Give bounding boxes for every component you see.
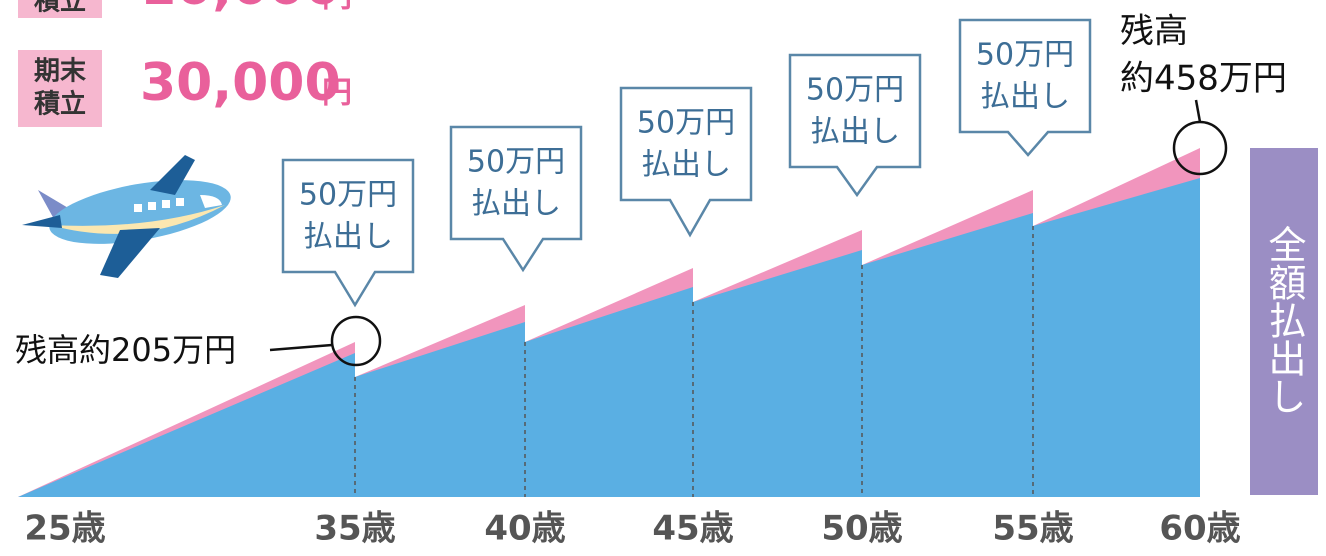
callout-text: 50万円 bbox=[299, 178, 397, 213]
age-label: 60歳 bbox=[1159, 509, 1240, 549]
age-label: 55歳 bbox=[992, 509, 1073, 549]
callout-text: 50万円 bbox=[467, 145, 565, 180]
callout-text: 払出し bbox=[980, 80, 1070, 115]
top-amount: 10,000 bbox=[140, 0, 341, 17]
age-label: 50歳 bbox=[821, 509, 902, 549]
age-label: 40歳 bbox=[484, 509, 565, 549]
age-label: 25歳 bbox=[24, 509, 105, 549]
end-unit: 円 bbox=[322, 76, 352, 111]
end-label: 積立 bbox=[34, 89, 86, 120]
end-label: 期末 bbox=[34, 57, 87, 87]
age-label: 45歳 bbox=[652, 509, 733, 549]
side-label: 全額払出し bbox=[1262, 225, 1306, 415]
marker-circle bbox=[332, 317, 380, 365]
leader-line bbox=[1196, 100, 1200, 122]
callout-text: 払出し bbox=[810, 115, 900, 150]
start-balance: 残高約205万円 bbox=[15, 331, 236, 369]
top-unit: 円 bbox=[322, 0, 352, 15]
callout-text: 50万円 bbox=[806, 73, 904, 108]
top-label: 積立 bbox=[34, 0, 86, 17]
callout-text: 50万円 bbox=[976, 38, 1074, 73]
airplane bbox=[22, 155, 235, 278]
callout-text: 払出し bbox=[471, 187, 561, 222]
callout-text: 払出し bbox=[641, 148, 731, 183]
final-balance: 残高 bbox=[1120, 12, 1188, 52]
callout-text: 50万円 bbox=[637, 106, 735, 141]
end-amount: 30,000 bbox=[140, 53, 341, 113]
leader-line bbox=[270, 345, 332, 350]
age-label: 35歳 bbox=[314, 509, 395, 549]
final-balance: 約458万円 bbox=[1120, 59, 1287, 99]
callout-text: 払出し bbox=[303, 220, 393, 255]
infographic: 積立 10,000 円 期末 積立 30,000 円 残高約205万円 残高 約… bbox=[0, 0, 1326, 556]
